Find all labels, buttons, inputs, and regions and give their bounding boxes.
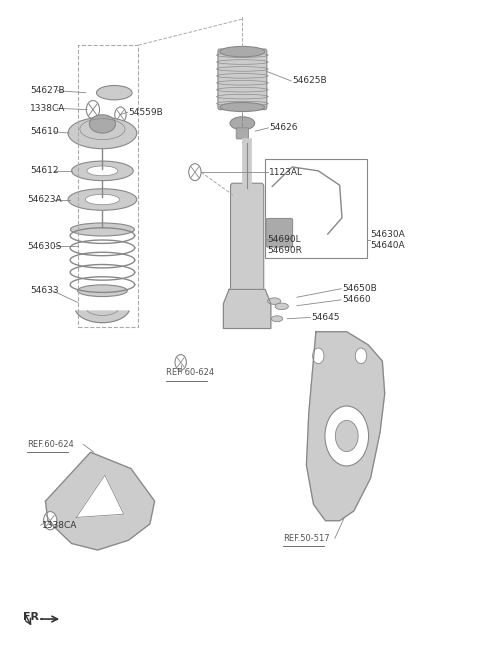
Circle shape — [44, 512, 57, 530]
Bar — [78, 45, 138, 327]
Text: 54640A: 54640A — [371, 240, 405, 250]
Polygon shape — [46, 452, 155, 550]
Circle shape — [312, 348, 324, 364]
Circle shape — [355, 348, 367, 364]
Polygon shape — [306, 332, 384, 521]
Text: REF.60-624: REF.60-624 — [27, 440, 74, 449]
Text: 54660: 54660 — [342, 296, 371, 304]
Bar — [264, 159, 367, 258]
Text: 54645: 54645 — [311, 313, 340, 322]
Text: 54690R: 54690R — [267, 246, 302, 255]
Text: REF 60-624: REF 60-624 — [167, 369, 215, 377]
Text: 54626: 54626 — [269, 124, 298, 132]
Circle shape — [189, 164, 201, 181]
Ellipse shape — [220, 102, 265, 112]
Text: 54650B: 54650B — [342, 284, 377, 293]
Ellipse shape — [267, 298, 281, 304]
Ellipse shape — [220, 47, 265, 57]
Text: 54623A: 54623A — [27, 195, 62, 204]
Text: 54627B: 54627B — [30, 86, 65, 95]
Ellipse shape — [230, 117, 255, 130]
Text: 1338CA: 1338CA — [30, 104, 66, 113]
Polygon shape — [223, 290, 271, 328]
Text: FR.: FR. — [23, 612, 43, 622]
Text: 54610: 54610 — [30, 127, 59, 136]
Ellipse shape — [71, 223, 134, 236]
Text: 1338CA: 1338CA — [42, 521, 77, 530]
Ellipse shape — [72, 161, 133, 181]
Polygon shape — [76, 475, 124, 518]
Ellipse shape — [275, 303, 288, 309]
Ellipse shape — [68, 189, 137, 210]
Text: 54559B: 54559B — [129, 108, 163, 117]
Text: 54612: 54612 — [30, 166, 59, 175]
Circle shape — [86, 101, 99, 119]
Ellipse shape — [68, 118, 137, 148]
FancyBboxPatch shape — [218, 49, 267, 110]
Ellipse shape — [89, 115, 116, 133]
Circle shape — [336, 420, 358, 451]
Circle shape — [325, 406, 369, 466]
Ellipse shape — [271, 316, 283, 322]
FancyBboxPatch shape — [230, 183, 264, 292]
Ellipse shape — [85, 194, 120, 205]
Polygon shape — [76, 311, 129, 323]
FancyBboxPatch shape — [236, 128, 249, 139]
Ellipse shape — [77, 285, 127, 296]
Text: 54630S: 54630S — [27, 242, 62, 251]
Circle shape — [175, 355, 186, 370]
Text: 1123AL: 1123AL — [268, 168, 302, 177]
Ellipse shape — [96, 85, 132, 100]
Text: 54630A: 54630A — [371, 229, 405, 238]
Circle shape — [115, 107, 126, 123]
Text: REF.50-517: REF.50-517 — [283, 533, 329, 543]
FancyBboxPatch shape — [266, 218, 293, 247]
Text: 54690L: 54690L — [267, 235, 301, 244]
Text: 54633: 54633 — [30, 286, 59, 295]
Ellipse shape — [87, 166, 118, 175]
Text: 54625B: 54625B — [292, 76, 327, 85]
